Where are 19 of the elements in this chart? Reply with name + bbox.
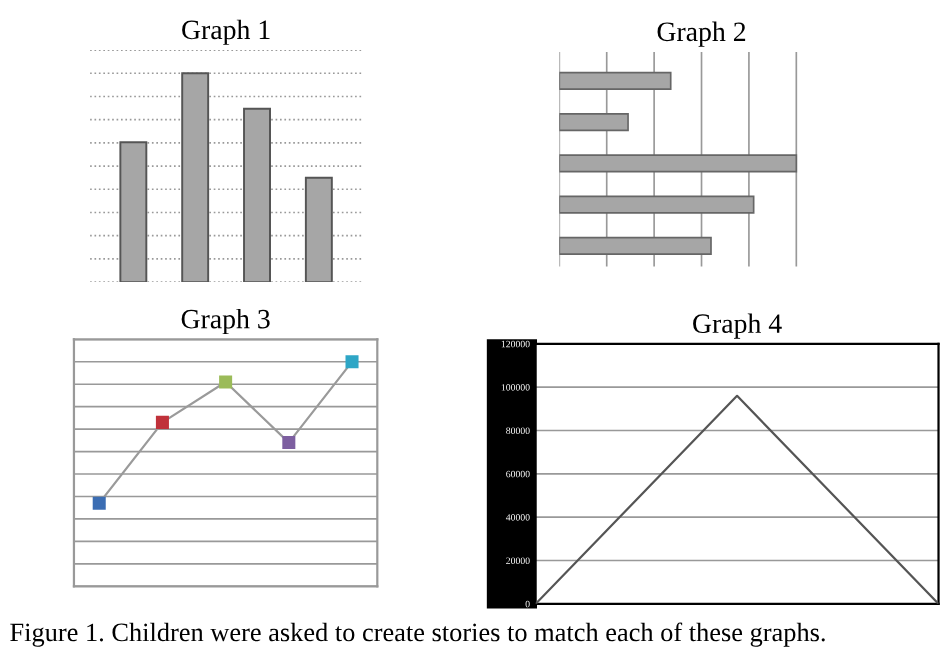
bar bbox=[119, 141, 148, 283]
bar bbox=[559, 236, 712, 255]
bar bbox=[559, 71, 672, 90]
chart-title: Graph 4 bbox=[693, 313, 782, 339]
bar bbox=[559, 113, 629, 132]
point bbox=[345, 355, 359, 369]
chart-title: Graph 3 bbox=[181, 308, 270, 335]
bar bbox=[181, 72, 210, 283]
chart-title: Graph 2 bbox=[657, 21, 746, 47]
chart-title: Graph 1 bbox=[182, 19, 270, 45]
point bbox=[219, 375, 233, 389]
caption: Figure 1. Children were asked to create stories to match each of these graphs. bbox=[10, 622, 825, 647]
bar bbox=[559, 154, 798, 173]
point bbox=[282, 436, 296, 450]
bar bbox=[243, 107, 271, 283]
bar bbox=[304, 176, 333, 283]
point bbox=[92, 496, 106, 510]
bar bbox=[559, 195, 755, 214]
point bbox=[155, 415, 169, 429]
